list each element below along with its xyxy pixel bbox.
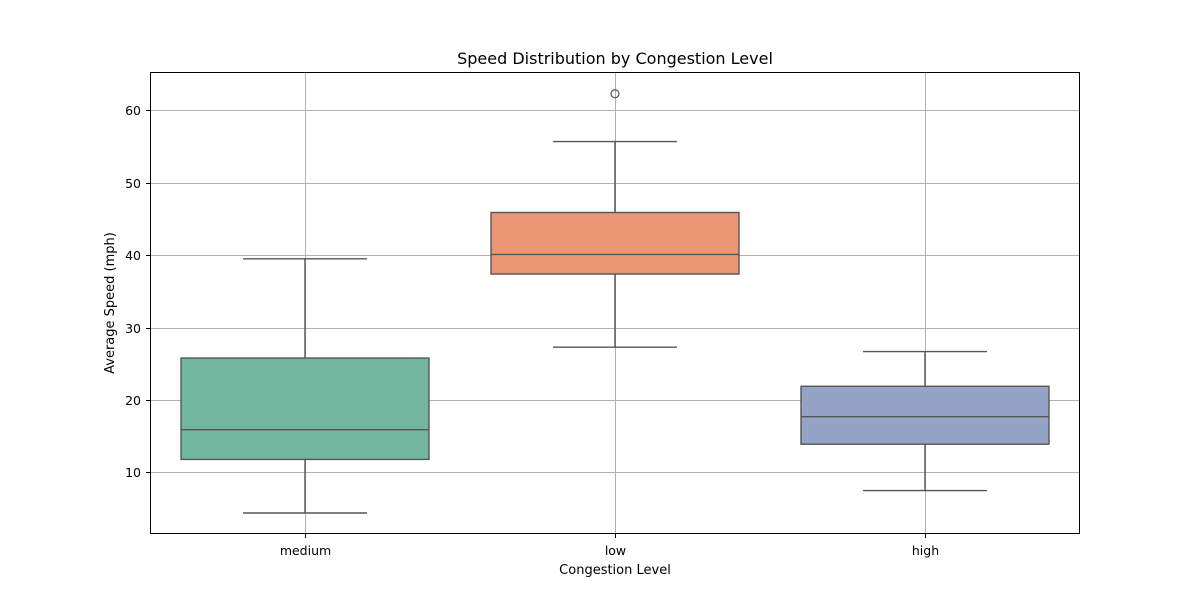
box-group-low [490, 89, 740, 348]
box-group-high [800, 350, 1050, 492]
y-tick-label: 10 [125, 465, 141, 480]
y-tick-label: 30 [125, 321, 141, 336]
box-body [180, 357, 430, 461]
box-group-medium [180, 258, 430, 514]
x-tick-label: medium [280, 543, 331, 558]
x-axis-label: Congestion Level [559, 563, 671, 578]
y-tick-label: 50 [125, 176, 141, 191]
y-axis-label: Average Speed (mph) [103, 232, 118, 374]
x-tick-label: low [605, 543, 626, 558]
y-tick-label: 40 [125, 248, 141, 263]
tick-layer: 10 20 30 40 50 60 medium low high [125, 103, 939, 558]
outlier-point [610, 89, 620, 99]
chart-title: Speed Distribution by Congestion Level [457, 49, 773, 68]
y-tick-label: 60 [125, 103, 141, 118]
y-tick-label: 20 [125, 393, 141, 408]
box-body [490, 211, 740, 275]
x-tick-label: high [912, 543, 939, 558]
plot-frame [150, 72, 1080, 534]
box-layer [180, 89, 1050, 514]
box-body [800, 385, 1050, 445]
